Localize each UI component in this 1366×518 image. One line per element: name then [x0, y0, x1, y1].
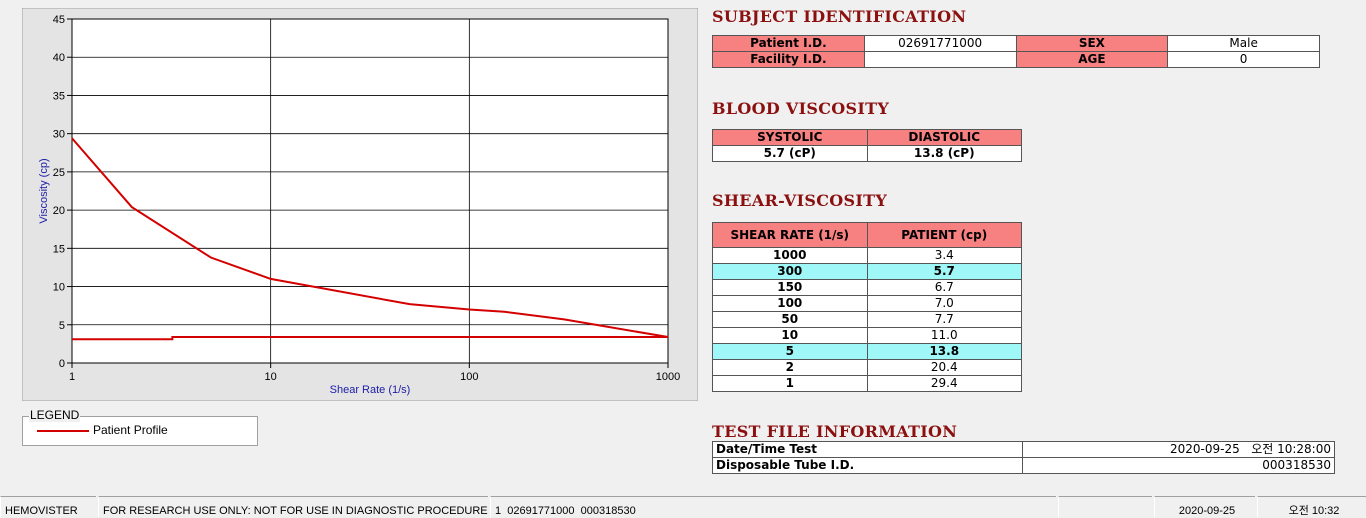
x-tick-label: 100 — [460, 371, 478, 383]
table-cell: 50 — [712, 311, 868, 328]
table-row: 50 7.7 — [712, 311, 1022, 328]
table-cell — [863, 51, 1017, 68]
table-cell: Male — [1167, 35, 1320, 52]
table-cell: DIASTOLIC — [866, 129, 1022, 146]
status-cell: HEMOVISTER — [0, 496, 96, 517]
table-cell: PATIENT (cp) — [866, 222, 1022, 248]
table-cell: 7.0 — [866, 295, 1022, 312]
y-axis-label: Viscosity (cp) — [38, 158, 50, 223]
table-row: 300 5.7 — [712, 263, 1022, 280]
y-tick-label: 25 — [53, 167, 65, 179]
y-tick-label: 35 — [53, 90, 65, 102]
status-cell: FOR RESEARCH USE ONLY: NOT FOR USE IN DI… — [98, 496, 488, 517]
plot-area — [72, 19, 668, 363]
table-cell: SEX — [1015, 35, 1169, 52]
table-row: 2 20.4 — [712, 359, 1022, 376]
table-cell: SYSTOLIC — [712, 129, 868, 146]
table-cell: 02691771000 — [863, 35, 1017, 52]
table-cell: AGE — [1015, 51, 1169, 68]
section-title: TEST FILE INFORMATION — [712, 422, 958, 441]
x-axis-label: Shear Rate (1/s) — [330, 384, 411, 396]
table-cell: 6.7 — [866, 279, 1022, 296]
y-tick-label: 5 — [59, 320, 65, 332]
series-line — [72, 336, 668, 341]
table-row: Date/Time Test 2020-09-25 오전 10:28:00 — [712, 441, 1335, 458]
table-row: 5.7 (cP) 13.8 (cP) — [712, 145, 1022, 162]
status-cell: 1 02691771000 000318530 — [490, 496, 1056, 517]
table-cell: 100 — [712, 295, 868, 312]
table-cell: 1 — [712, 375, 868, 392]
y-tick-label: 15 — [53, 243, 65, 255]
table-cell: Facility I.D. — [712, 51, 865, 68]
y-tick-label: 0 — [59, 358, 65, 370]
table-cell: Disposable Tube I.D. — [712, 457, 1023, 474]
table-cell: Date/Time Test — [712, 441, 1023, 458]
y-tick-label: 40 — [53, 52, 65, 64]
y-tick-label: 10 — [53, 282, 65, 294]
plot-frame — [71, 18, 669, 364]
table-row: 1000 3.4 — [712, 247, 1022, 264]
table-cell: 3.4 — [866, 247, 1022, 264]
x-tick-label: 10 — [265, 371, 277, 383]
table-cell: 000318530 — [1022, 457, 1335, 474]
table-cell: 29.4 — [866, 375, 1022, 392]
status-bar: HEMOVISTER FOR RESEARCH USE ONLY: NOT FOR… — [0, 496, 1366, 518]
table-cell: 5.7 (cP) — [712, 145, 868, 162]
table-cell: 1000 — [712, 247, 868, 264]
x-tick-label: 1 — [69, 371, 75, 383]
table-cell: 300 — [712, 263, 868, 280]
table-row: 150 6.7 — [712, 279, 1022, 296]
table-cell: 2 — [712, 359, 868, 376]
table-cell: Patient I.D. — [712, 35, 865, 52]
section-title: SHEAR-VISCOSITY — [712, 191, 888, 210]
table-row: 10 11.0 — [712, 327, 1022, 344]
status-cell — [1058, 496, 1152, 517]
series-line — [71, 137, 669, 338]
blood-table: SYSTOLIC DIASTOLIC 5.7 (cP) 13.8 (cP) — [712, 129, 1022, 162]
table-row: Facility I.D. AGE 0 — [712, 51, 1320, 68]
table-cell: 5 — [712, 343, 868, 360]
table-cell: 20.4 — [866, 359, 1022, 376]
table-row: 5 13.8 — [712, 343, 1022, 360]
legend-label: Patient Profile — [93, 423, 168, 437]
table-cell: 150 — [712, 279, 868, 296]
status-cell: 오전 10:32 — [1257, 496, 1366, 517]
table-cell: 7.7 — [866, 311, 1022, 328]
subject-table: Patient I.D. 02691771000 SEX Male Facility I… — [712, 35, 1320, 68]
table-row: SHEAR RATE (1/s) PATIENT (cp) — [712, 222, 1022, 248]
table-cell: 13.8 — [866, 343, 1022, 360]
section-title: SUBJECT IDENTIFICATION — [712, 7, 967, 26]
test-file-table: Date/Time Test 2020-09-25 오전 10:28:00 Disp… — [712, 441, 1335, 474]
section-title: BLOOD VISCOSITY — [712, 99, 890, 118]
table-cell: SHEAR RATE (1/s) — [712, 222, 868, 248]
table-row: 1 29.4 — [712, 375, 1022, 392]
legend-title: LEGEND — [29, 408, 81, 422]
table-row: Patient I.D. 02691771000 SEX Male — [712, 35, 1320, 52]
table-row: SYSTOLIC DIASTOLIC — [712, 129, 1022, 146]
table-cell: 11.0 — [866, 327, 1022, 344]
legend: LEGEND Patient Profile — [22, 408, 258, 446]
table-row: Disposable Tube I.D. 000318530 — [712, 457, 1335, 474]
table-cell: 13.8 (cP) — [866, 145, 1022, 162]
chart: Shear Rate (1/s) Viscosity (cp) 0 5 10 15 20… — [22, 8, 698, 401]
table-cell: 2020-09-25 오전 10:28:00 — [1022, 441, 1335, 458]
y-tick-label: 20 — [53, 205, 65, 217]
y-tick-label: 45 — [53, 14, 65, 26]
status-cell: 2020-09-25 — [1154, 496, 1255, 517]
y-tick-label: 30 — [53, 129, 65, 141]
table-cell: 10 — [712, 327, 868, 344]
legend-swatch — [37, 430, 89, 432]
x-tick-label: 1000 — [656, 371, 680, 383]
table-cell: 5.7 — [866, 263, 1022, 280]
shear-table: SHEAR RATE (1/s) PATIENT (cp) 1000 3.4 300 5.… — [712, 222, 1022, 392]
table-cell: 0 — [1167, 51, 1320, 68]
table-row: 100 7.0 — [712, 295, 1022, 312]
